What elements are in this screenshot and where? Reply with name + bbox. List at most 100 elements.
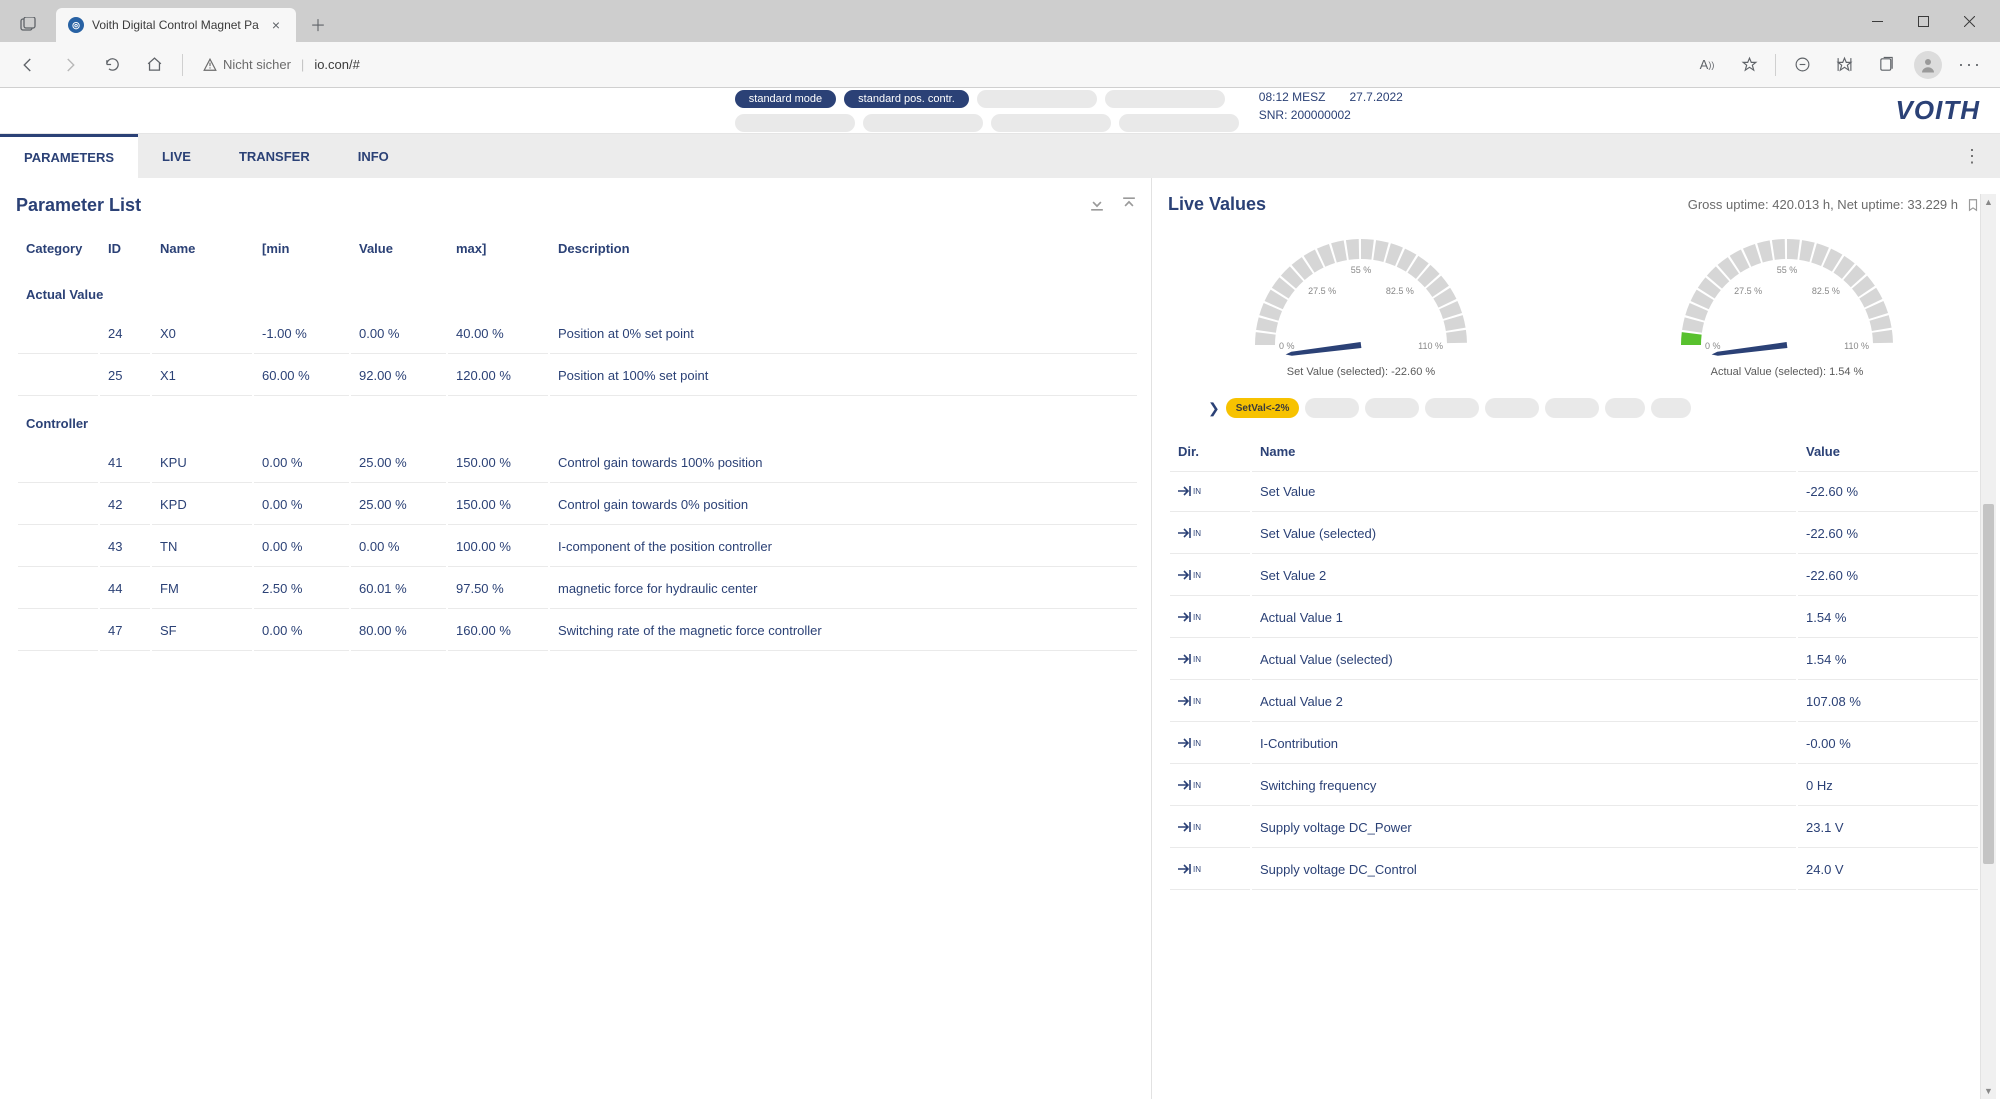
table-row[interactable]: INI-Contribution-0.00 %: [1170, 724, 1978, 764]
parameter-list-pane: Parameter List Category ID Name [min Val…: [0, 178, 1152, 1099]
minimize-button[interactable]: [1854, 5, 1900, 37]
arrow-in-icon: IN: [1178, 780, 1201, 790]
favorite-icon[interactable]: [1729, 47, 1769, 83]
cell-value: -22.60 %: [1798, 556, 1978, 596]
pill-empty: [1119, 114, 1239, 132]
tab-parameters[interactable]: PARAMETERS: [0, 134, 138, 178]
cell-value: -22.60 %: [1798, 471, 1978, 512]
cell-min: 0.00 %: [254, 527, 349, 567]
table-row[interactable]: INSet Value 2-22.60 %: [1170, 556, 1978, 596]
scrollbar[interactable]: ▲ ▼: [1980, 194, 1996, 1099]
extensions-icon[interactable]: [1782, 47, 1822, 83]
cell-name: Set Value: [1252, 471, 1796, 512]
table-row[interactable]: 44FM2.50 %60.01 %97.50 %magnetic force f…: [18, 569, 1137, 609]
bookmark-icon[interactable]: [1966, 198, 1980, 212]
address-bar[interactable]: Nicht sicher | io.con/#: [193, 48, 1681, 82]
table-row[interactable]: 41KPU0.00 %25.00 %150.00 %Control gain t…: [18, 443, 1137, 483]
status-pills: standard mode standard pos. contr.: [735, 90, 1239, 132]
pill-empty: [991, 114, 1111, 132]
cell-id: 43: [100, 527, 150, 567]
cell-max: 120.00 %: [448, 356, 548, 396]
alert-chips: ❯ SetVal<-2%: [1208, 398, 1980, 418]
svg-text:110 %: 110 %: [1418, 341, 1443, 351]
logo: VOITH: [1896, 95, 1980, 126]
table-row[interactable]: 42KPD0.00 %25.00 %150.00 %Control gain t…: [18, 485, 1137, 525]
arrow-in-icon: IN: [1178, 738, 1201, 748]
alert-chip[interactable]: SetVal<-2%: [1226, 398, 1300, 418]
scroll-down-icon[interactable]: ▼: [1981, 1083, 1996, 1099]
collections-icon[interactable]: [1866, 47, 1906, 83]
menu-icon[interactable]: ···: [1950, 47, 1990, 83]
tab-live[interactable]: LIVE: [138, 134, 215, 178]
pill-controller: standard pos. contr.: [844, 90, 969, 108]
table-row[interactable]: IN Set Value-22.60 %: [1170, 471, 1978, 512]
cell-val: 60.01 %: [351, 569, 446, 609]
table-row[interactable]: INSupply voltage DC_Control24.0 V: [1170, 850, 1978, 890]
table-row[interactable]: 47SF0.00 %80.00 %160.00 %Switching rate …: [18, 611, 1137, 651]
browser-tab-strip: ◎ Voith Digital Control Magnet Pa × ＋: [0, 0, 2000, 42]
svg-text:82.5 %: 82.5 %: [1812, 286, 1840, 296]
tab-close-icon[interactable]: ×: [268, 17, 284, 33]
tab-transfer[interactable]: TRANSFER: [215, 134, 334, 178]
cell-id: 44: [100, 569, 150, 609]
cell-name: Actual Value (selected): [1252, 640, 1796, 680]
maximize-button[interactable]: [1900, 5, 1946, 37]
close-window-button[interactable]: [1946, 5, 1992, 37]
arrow-in-icon: IN: [1178, 612, 1201, 622]
table-row[interactable]: INSet Value (selected)-22.60 %: [1170, 514, 1978, 554]
table-row[interactable]: INActual Value (selected)1.54 %: [1170, 640, 1978, 680]
cell-name: SF: [152, 611, 252, 651]
new-tab-button[interactable]: ＋: [304, 10, 332, 38]
profile-avatar[interactable]: [1908, 47, 1948, 83]
chevron-right-icon[interactable]: ❯: [1208, 400, 1220, 417]
scroll-up-icon[interactable]: ▲: [1981, 194, 1996, 210]
upload-icon[interactable]: [1119, 194, 1139, 217]
gauge-caption: Set Value (selected): -22.60 %: [1221, 366, 1501, 378]
pill-empty: [977, 90, 1097, 108]
svg-text:0 %: 0 %: [1705, 341, 1721, 351]
table-row[interactable]: INSupply voltage DC_Power23.1 V: [1170, 808, 1978, 848]
scrollbar-thumb[interactable]: [1983, 504, 1994, 864]
live-values-pane: Live Values Gross uptime: 420.013 h, Net…: [1152, 178, 2000, 1099]
cell-name: Set Value (selected): [1252, 514, 1796, 554]
arrow-in-icon: IN: [1178, 528, 1201, 538]
favorites-bar-icon[interactable]: [1824, 47, 1864, 83]
table-row[interactable]: 43TN0.00 %0.00 %100.00 %I-component of t…: [18, 527, 1137, 567]
read-aloud-icon[interactable]: A)): [1687, 47, 1727, 83]
cell-id: 24: [100, 314, 150, 354]
table-row[interactable]: INSwitching frequency0 Hz: [1170, 766, 1978, 806]
cell-value: 107.08 %: [1798, 682, 1978, 722]
cell-value: -0.00 %: [1798, 724, 1978, 764]
tab-info[interactable]: INFO: [334, 134, 413, 178]
app-tabs: PARAMETERSLIVETRANSFERINFO ⋮: [0, 134, 2000, 178]
svg-text:55 %: 55 %: [1777, 265, 1798, 275]
th-val: Value: [351, 231, 446, 267]
th-category: Category: [18, 231, 98, 267]
cell-val: 0.00 %: [351, 527, 446, 567]
cell-max: 97.50 %: [448, 569, 548, 609]
cell-name: X0: [152, 314, 252, 354]
svg-text:82.5 %: 82.5 %: [1386, 286, 1414, 296]
cell-name: Actual Value 2: [1252, 682, 1796, 722]
chip-empty: [1305, 398, 1359, 418]
cell-desc: Position at 0% set point: [550, 314, 1137, 354]
cell-min: 2.50 %: [254, 569, 349, 609]
arrow-in-icon: IN: [1178, 570, 1201, 580]
group-controller: Controller: [18, 398, 1137, 441]
header-time: 08:12 MESZ: [1259, 90, 1326, 104]
th-min: [min: [254, 231, 349, 267]
table-row[interactable]: 24X0-1.00 %0.00 %40.00 %Position at 0% s…: [18, 314, 1137, 354]
tabs-more-icon[interactable]: ⋮: [1952, 134, 1992, 178]
chip-empty: [1485, 398, 1539, 418]
gauge-caption: Actual Value (selected): 1.54 %: [1647, 366, 1927, 378]
arrow-in-icon: IN: [1178, 654, 1201, 664]
table-row[interactable]: INActual Value 2107.08 %: [1170, 682, 1978, 722]
arrow-in-icon: IN: [1178, 486, 1201, 496]
download-icon[interactable]: [1087, 194, 1107, 217]
table-row[interactable]: 25X160.00 %92.00 %120.00 %Position at 10…: [18, 356, 1137, 396]
table-row[interactable]: INActual Value 11.54 %: [1170, 598, 1978, 638]
uptime-text: Gross uptime: 420.013 h, Net uptime: 33.…: [1688, 197, 1980, 212]
cell-name: Switching frequency: [1252, 766, 1796, 806]
chip-empty: [1651, 398, 1691, 418]
arrow-in-icon: IN: [1178, 864, 1201, 874]
